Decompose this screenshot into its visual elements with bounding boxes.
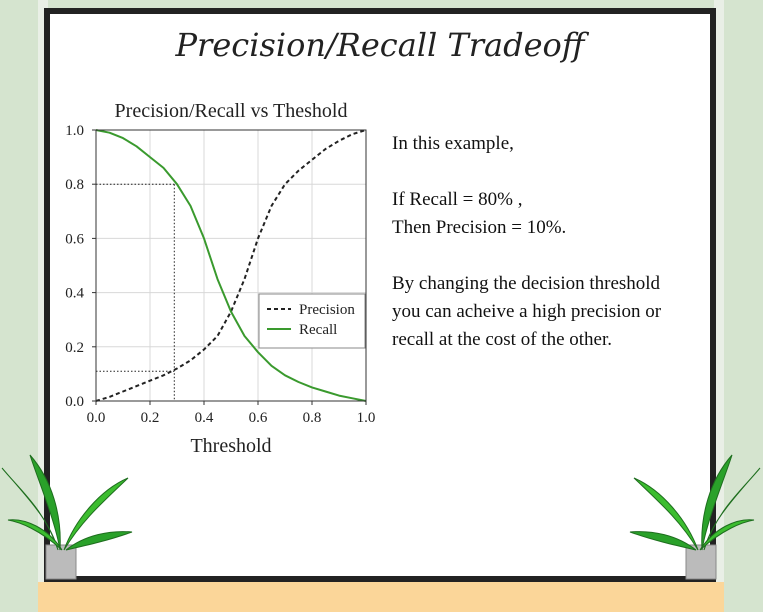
y-tick-label: 0.2 (65, 340, 84, 356)
slide-title: Precision/Recall Tradeoff (175, 26, 585, 64)
chart-title: Precision/Recall vs Theshold (114, 100, 348, 122)
x-tick-label: 0.0 (87, 410, 106, 426)
right-wall-stripe (714, 0, 724, 612)
explanation-recall-line: If Recall = 80% , (392, 189, 523, 210)
explanation-paragraph: By changing the decision threshold you c… (392, 273, 662, 350)
recall-line (95, 129, 367, 402)
potted-plant-icon (1, 454, 133, 580)
y-tick-label: 0.8 (65, 177, 84, 193)
legend-box (258, 293, 366, 349)
explanation-text: In this example, If Recall = 80% , Then … (392, 130, 682, 354)
legend-precision-label: Precision (299, 302, 355, 318)
x-tick-label: 0.4 (195, 410, 214, 426)
explanation-precision-line: Then Precision = 10%. (392, 217, 567, 238)
floor (38, 582, 724, 612)
y-tick-label: 0.0 (65, 394, 84, 410)
plot-area (96, 130, 366, 401)
axes-frame (95, 129, 367, 402)
x-tick-label: 0.8 (303, 410, 322, 426)
y-tick-label: 0.6 (65, 231, 84, 247)
potted-plant-icon (629, 454, 761, 580)
left-wall-stripe (38, 0, 48, 612)
y-tick-label: 0.4 (65, 286, 84, 302)
legend-recall-label: Recall (299, 322, 337, 338)
x-tick-label: 0.2 (141, 410, 160, 426)
explanation-intro: In this example, (392, 133, 514, 154)
x-tick-label: 0.6 (249, 410, 268, 426)
y-tick-label: 1.0 (65, 123, 84, 139)
x-tick-label: 1.0 (357, 410, 376, 426)
x-axis-label: Threshold (190, 435, 272, 457)
